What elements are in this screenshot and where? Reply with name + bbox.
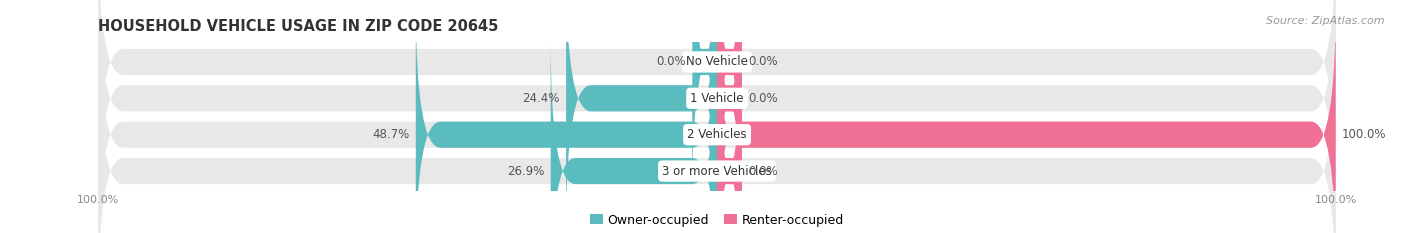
Text: 0.0%: 0.0% — [748, 92, 778, 105]
Text: 0.0%: 0.0% — [748, 164, 778, 178]
Text: 48.7%: 48.7% — [373, 128, 409, 141]
Text: 1 Vehicle: 1 Vehicle — [690, 92, 744, 105]
Text: No Vehicle: No Vehicle — [686, 55, 748, 69]
FancyBboxPatch shape — [692, 0, 717, 194]
FancyBboxPatch shape — [717, 0, 742, 194]
Text: Source: ZipAtlas.com: Source: ZipAtlas.com — [1267, 16, 1385, 26]
Text: 24.4%: 24.4% — [523, 92, 560, 105]
Text: 100.0%: 100.0% — [1341, 128, 1386, 141]
Text: 3 or more Vehicles: 3 or more Vehicles — [662, 164, 772, 178]
FancyBboxPatch shape — [567, 0, 717, 231]
FancyBboxPatch shape — [717, 39, 742, 233]
FancyBboxPatch shape — [98, 0, 1336, 231]
Text: 0.0%: 0.0% — [748, 55, 778, 69]
FancyBboxPatch shape — [98, 2, 1336, 233]
FancyBboxPatch shape — [416, 2, 717, 233]
FancyBboxPatch shape — [98, 0, 1336, 194]
FancyBboxPatch shape — [717, 0, 742, 231]
FancyBboxPatch shape — [717, 2, 1336, 233]
Text: 26.9%: 26.9% — [508, 164, 544, 178]
FancyBboxPatch shape — [551, 39, 717, 233]
Text: 0.0%: 0.0% — [657, 55, 686, 69]
Text: 2 Vehicles: 2 Vehicles — [688, 128, 747, 141]
FancyBboxPatch shape — [98, 39, 1336, 233]
Text: HOUSEHOLD VEHICLE USAGE IN ZIP CODE 20645: HOUSEHOLD VEHICLE USAGE IN ZIP CODE 2064… — [98, 19, 499, 34]
Legend: Owner-occupied, Renter-occupied: Owner-occupied, Renter-occupied — [591, 214, 844, 226]
